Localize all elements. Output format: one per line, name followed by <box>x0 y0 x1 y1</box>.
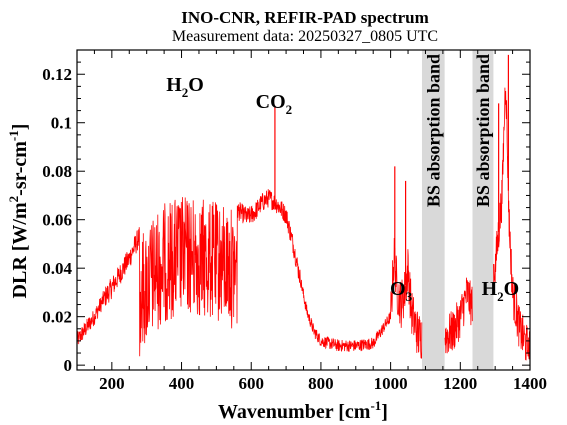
x-tick-label: 200 <box>99 374 125 393</box>
annotation-2: O3 <box>390 278 413 304</box>
y-axis-label-base: DLR [W/m <box>9 202 31 298</box>
x-axis-label-sup: -1 <box>370 398 381 413</box>
chart-title: INO-CNR, REFIR-PAD spectrum <box>181 8 429 27</box>
y-tick-label: 0.1 <box>51 114 72 133</box>
spectrum-line <box>76 54 531 361</box>
x-tick-label: 1000 <box>374 374 408 393</box>
chart-subtitle: Measurement data: 20250327_0805 UTC <box>172 28 438 45</box>
annotation-0: H2O <box>166 74 204 100</box>
spectrum-series <box>76 87 531 361</box>
y-axis-label-mid: -sr-cm <box>9 141 31 196</box>
shaded-band-0 <box>421 50 445 370</box>
x-tick-label: 800 <box>308 374 334 393</box>
x-axis-label-tail: ] <box>381 401 388 423</box>
shaded-bands: BS absorption band BS absorption band <box>421 50 494 370</box>
shaded-band-label-0: BS absorption band <box>423 54 443 207</box>
y-tick-label: 0.12 <box>42 65 72 84</box>
x-tick-label: 1200 <box>443 374 477 393</box>
y-tick-label: 0.04 <box>42 259 72 278</box>
y-axis-label-tail: ] <box>9 124 31 131</box>
y-axis-ticks: 0 0.02 0.04 0.06 0.08 0.1 0.12 <box>42 49 530 375</box>
x-tick-label: 400 <box>169 374 195 393</box>
y-axis-label: DLR [W/m2-sr-cm-1] <box>6 124 31 299</box>
x-tick-label: 1400 <box>513 374 547 393</box>
annotation-1: CO2 <box>256 91 293 117</box>
y-tick-label: 0.02 <box>42 308 72 327</box>
annotations: H2O CO2 O3 H2O <box>166 74 519 304</box>
y-tick-label: 0.08 <box>42 162 72 181</box>
x-axis-ticks: 200 400 600 800 1000 1200 1400 <box>76 50 547 393</box>
x-axis-label-base: Wavenumber [cm <box>218 401 371 423</box>
y-axis-label-sup2: -1 <box>6 130 21 141</box>
y-tick-label: 0.06 <box>42 211 72 230</box>
annotation-3: H2O <box>482 278 520 304</box>
y-tick-label: 0 <box>64 356 73 375</box>
y-axis-label-sup1: 2 <box>6 196 21 203</box>
x-axis-label: Wavenumber [cm-1] <box>218 398 388 423</box>
x-tick-label: 600 <box>238 374 264 393</box>
shaded-band-label-1: BS absorption band <box>473 54 493 207</box>
shaded-band-1 <box>472 50 494 370</box>
